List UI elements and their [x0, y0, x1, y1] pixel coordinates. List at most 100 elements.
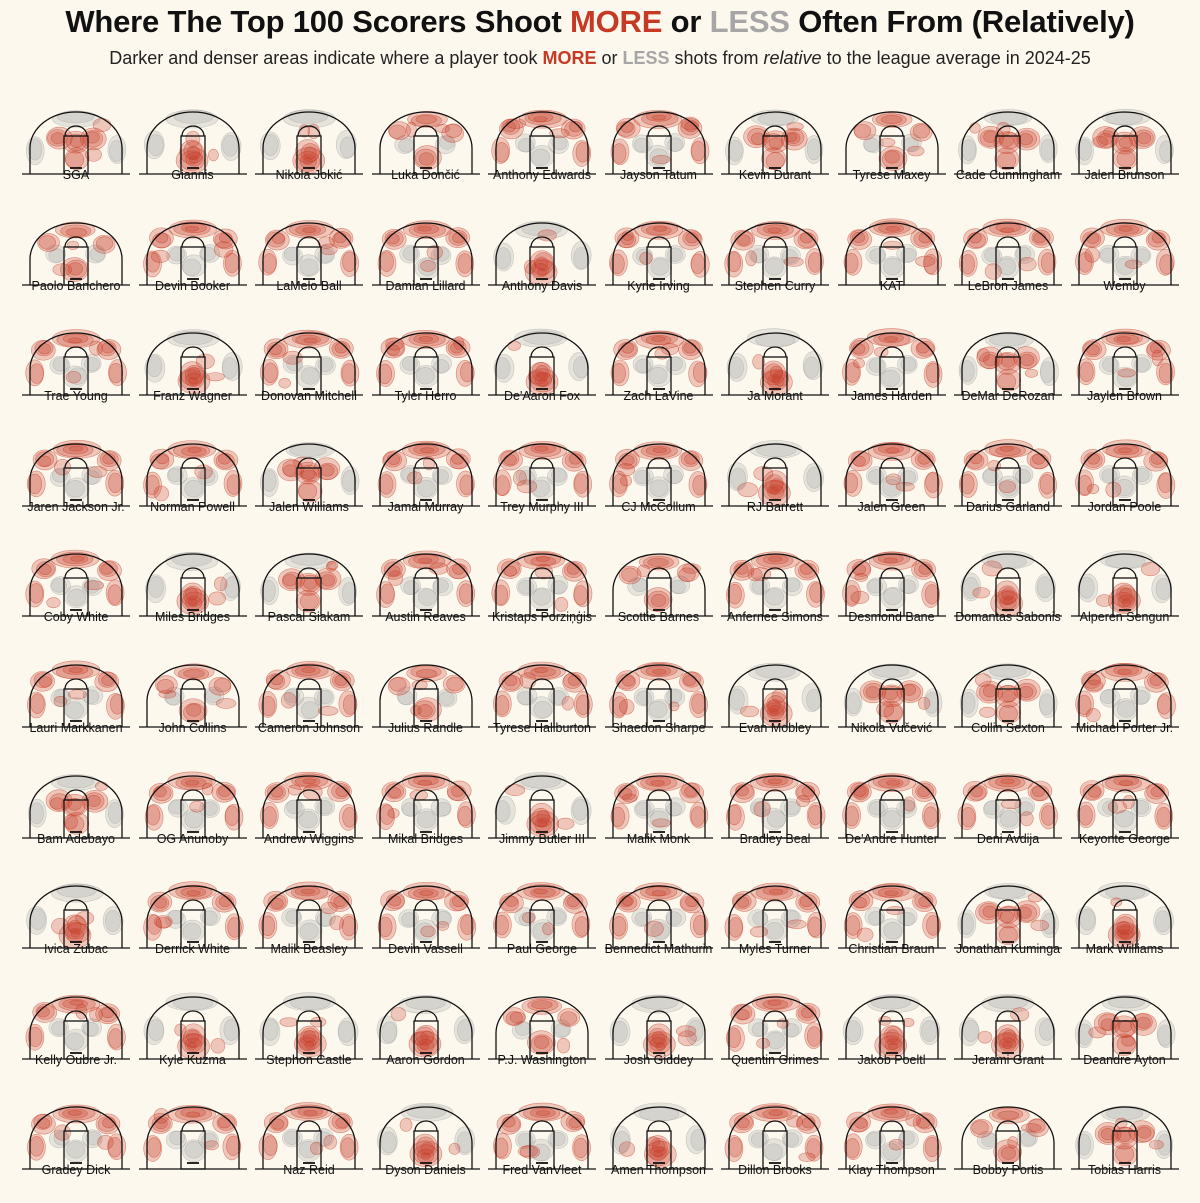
- player-name-label: Donovan Mitchell: [261, 389, 357, 404]
- shot-density-heatmap: [604, 110, 713, 175]
- player-shot-chart: Fred VanVleet: [484, 1099, 600, 1203]
- player-name-label: Pascal Siakam: [267, 610, 351, 625]
- shot-density-heatmap: [255, 881, 363, 949]
- player-name-label: LaMelo Ball: [276, 278, 342, 293]
- shot-density-heatmap: [604, 1102, 713, 1171]
- shot-density-heatmap: [721, 993, 829, 1060]
- player-name-label: Malik Beasley: [270, 942, 348, 957]
- shot-density-heatmap: [255, 661, 363, 728]
- shot-density-heatmap: [721, 220, 829, 286]
- player-name-label: Tyrese Maxey: [852, 168, 931, 182]
- player-shot-chart: Ja Morant: [717, 325, 833, 429]
- player-shot-chart: De'Aaron Fox: [484, 325, 600, 429]
- shot-density-heatmap: [22, 329, 130, 396]
- shot-density-heatmap: [837, 883, 946, 949]
- player-name-label: Deni Avdija: [976, 831, 1040, 846]
- shot-density-heatmap: [255, 330, 363, 396]
- player-name-label: Naz Reid: [283, 1163, 335, 1178]
- player-shot-chart: Paul George: [484, 878, 600, 982]
- player-name-label: Wemby: [1103, 278, 1146, 293]
- player-name-label: Coby White: [43, 610, 109, 625]
- player-shot-chart: Keyonte George: [1067, 768, 1183, 872]
- shot-density-heatmap: [837, 1103, 946, 1171]
- chart-title: Where The Top 100 Scorers Shoot MORE or …: [65, 4, 1135, 39]
- player-shot-chart: Scottie Barnes: [601, 546, 717, 650]
- player-shot-chart: Evan Mobley: [717, 657, 833, 761]
- shot-density-heatmap: [837, 328, 946, 396]
- player-shot-chart: Michael Porter Jr.: [1067, 657, 1183, 761]
- shot-density-heatmap: [371, 330, 480, 396]
- shot-density-heatmap: [721, 1103, 829, 1171]
- player-name-label: John Collins: [158, 721, 227, 735]
- player-name-label: Jordan Poole: [1087, 499, 1162, 514]
- player-shot-chart: Darius Garland: [950, 436, 1066, 540]
- shot-density-heatmap: [138, 440, 247, 507]
- player-name-label: Jaylen Brown: [1086, 389, 1163, 404]
- shot-density-heatmap: [1070, 439, 1179, 507]
- player-shot-chart: Ivica Zubac: [18, 878, 134, 982]
- player-shot-chart: Alperen Sengun: [1067, 546, 1183, 650]
- shot-density-heatmap: [138, 663, 247, 728]
- shot-density-heatmap: [954, 993, 1062, 1060]
- shot-density-heatmap: [138, 552, 247, 618]
- player-name-label: Quentin Grimes: [731, 1052, 819, 1067]
- player-shot-chart: KAT: [834, 215, 950, 319]
- player-name-label: Bennedict Mathurin: [604, 942, 713, 957]
- player-name-label: Paolo Banchero: [31, 278, 121, 293]
- shot-density-heatmap: [1070, 218, 1179, 286]
- player-name-label: Andrew Wiggins: [263, 831, 355, 846]
- player-shot-chart: Dyson Daniels: [368, 1099, 484, 1203]
- shot-density-heatmap: [1070, 663, 1179, 728]
- player-shot-chart: Jakob Poeltl: [834, 989, 950, 1093]
- player-name-label: Shaedon Sharpe: [611, 721, 706, 735]
- shot-density-heatmap: [488, 551, 596, 618]
- player-name-label: Gradey Dick: [41, 1163, 111, 1178]
- shot-density-heatmap: [22, 550, 130, 618]
- player-shot-chart: Cade Cunningham: [950, 104, 1066, 208]
- player-shot-chart: RJ Barrett: [717, 436, 833, 540]
- player-shot-chart: Tyrese Maxey: [834, 104, 950, 208]
- player-shot-chart: LaMelo Ball: [251, 215, 367, 319]
- player-shot-chart: Bennedict Mathurin: [601, 878, 717, 982]
- player-name-label: Scottie Barnes: [617, 610, 700, 625]
- player-name-label: Cade Cunningham: [955, 168, 1061, 182]
- player-shot-chart: Kevin Durant: [717, 104, 833, 208]
- shot-density-heatmap: [371, 440, 480, 507]
- shot-density-heatmap: [488, 661, 596, 728]
- player-shot-chart: Collin Sexton: [950, 657, 1066, 761]
- player-name-label: Aaron Gordon: [386, 1052, 465, 1067]
- player-name-label: P.J. Washington: [497, 1052, 587, 1067]
- player-name-label: Amen Thompson: [611, 1163, 706, 1178]
- player-name-label: LeBron James: [967, 278, 1049, 293]
- player-name-label: Bobby Portis: [972, 1163, 1044, 1178]
- player-shot-chart: DeMar DeRozan: [950, 325, 1066, 429]
- player-shot-chart: Franz Wagner: [135, 325, 251, 429]
- shot-density-heatmap: [1070, 882, 1179, 949]
- player-name-label: Keyonte George: [1078, 831, 1171, 846]
- player-name-label: Devin Booker: [154, 278, 231, 293]
- player-name-label: Miles Bridges: [154, 610, 231, 625]
- shot-density-heatmap: [954, 883, 1062, 949]
- player-shot-chart: Bobby Portis: [950, 1099, 1066, 1203]
- shot-density-heatmap: [255, 992, 363, 1060]
- player-shot-chart: [135, 1099, 251, 1203]
- shot-density-heatmap: [837, 218, 946, 286]
- player-shot-chart: Luka Dončić: [368, 104, 484, 208]
- player-shot-chart: Trae Young: [18, 325, 134, 429]
- player-name-label: Giannis: [171, 168, 214, 182]
- player-shot-chart: John Collins: [135, 657, 251, 761]
- shot-density-heatmap: [604, 772, 713, 839]
- player-name-label: Desmond Bane: [848, 610, 935, 625]
- player-name-label: Franz Wagner: [153, 389, 232, 404]
- shot-density-heatmap: [1070, 550, 1179, 618]
- player-name-label: Kyle Kuzma: [159, 1052, 226, 1067]
- player-name-label: Dyson Daniels: [385, 1163, 466, 1178]
- shot-density-heatmap: [255, 441, 363, 507]
- player-shot-chart: Desmond Bane: [834, 546, 950, 650]
- player-name-label: Collin Sexton: [971, 721, 1045, 735]
- shot-density-heatmap: [604, 330, 713, 396]
- player-name-label: Tyler Herro: [394, 389, 457, 404]
- shot-density-heatmap: [604, 661, 713, 728]
- shot-density-heatmap: [371, 219, 480, 286]
- shot-density-heatmap: [255, 109, 363, 175]
